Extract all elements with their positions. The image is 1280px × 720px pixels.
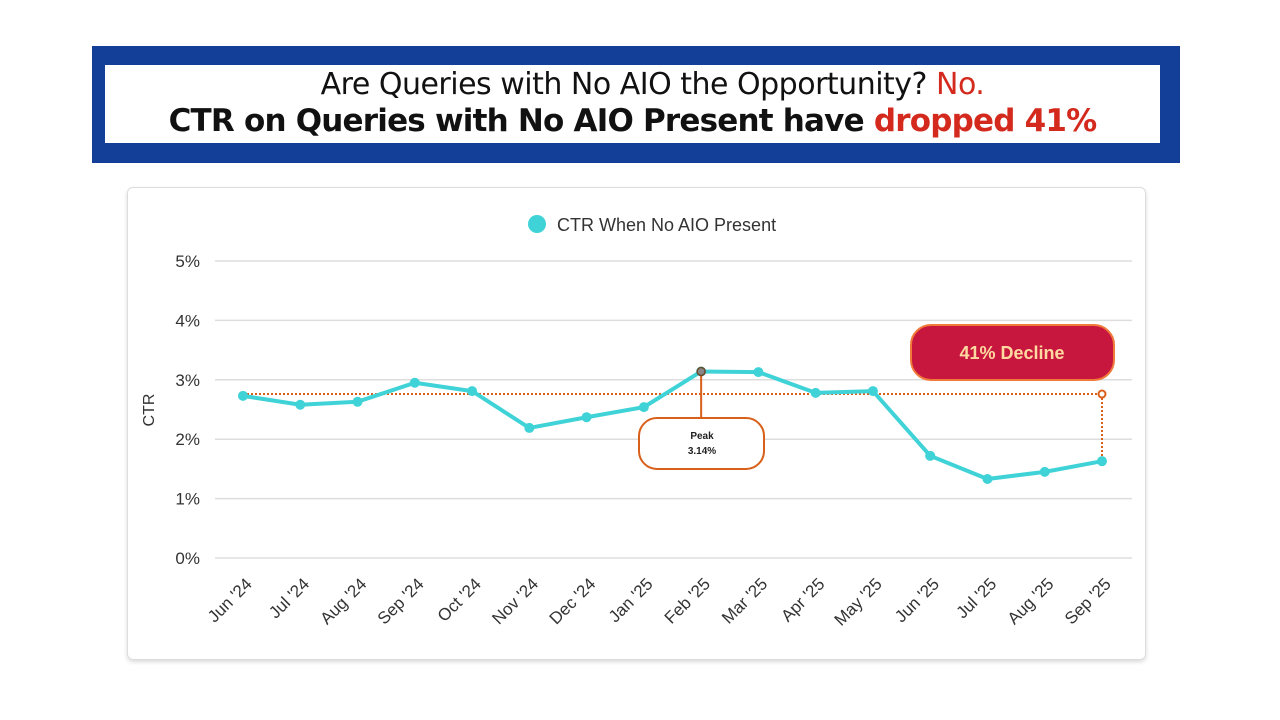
legend: CTR When No AIO Present <box>528 215 776 235</box>
legend-label: CTR When No AIO Present <box>557 215 776 235</box>
data-point <box>524 422 535 433</box>
series-line <box>242 369 1103 481</box>
x-tick-label: Apr '25 <box>777 574 828 625</box>
x-tick-label: Dec '24 <box>546 574 600 628</box>
chart-card <box>127 187 1146 660</box>
title-line-1: Are Queries with No AIO the Opportunity?… <box>320 67 985 102</box>
data-point <box>581 412 592 423</box>
data-point <box>295 399 306 410</box>
decline-badge <box>910 324 1115 381</box>
legend-marker <box>528 215 546 233</box>
peak-value: 3.14% <box>688 446 716 457</box>
x-tick-label: Nov '24 <box>488 574 542 628</box>
y-tick-label: 4% <box>175 311 200 330</box>
x-tick-label: Mar '25 <box>718 574 771 627</box>
decline-label: 41% Decline <box>959 343 1064 363</box>
data-point <box>409 377 420 388</box>
title-banner: Are Queries with No AIO the Opportunity?… <box>92 46 1180 163</box>
y-tick-label: 3% <box>175 371 200 390</box>
peak-callout <box>638 417 765 470</box>
data-point <box>753 367 764 378</box>
data-point <box>925 450 936 461</box>
x-tick-label: Jul '25 <box>952 574 1000 622</box>
x-tick-label: Jan '25 <box>605 574 657 626</box>
title-highlight-1: No. <box>936 67 985 102</box>
data-point <box>467 386 478 397</box>
x-tick-label: Aug '24 <box>317 574 371 628</box>
y-tick-label: 5% <box>175 252 200 271</box>
y-tick-label: 1% <box>175 490 200 509</box>
y-tick-label: 0% <box>175 549 200 568</box>
data-point <box>238 390 248 401</box>
data-point <box>352 396 363 407</box>
x-tick-label: Feb '25 <box>661 574 714 627</box>
data-point <box>638 402 649 413</box>
title-highlight-2: dropped 41% <box>873 103 1097 139</box>
reference-end-marker <box>1097 389 1107 399</box>
data-point <box>867 386 878 397</box>
data-point <box>1039 466 1050 477</box>
x-tick-label: Jul '24 <box>265 574 313 622</box>
data-point <box>1097 456 1107 467</box>
data-point <box>810 387 821 398</box>
x-tick-label: Oct '24 <box>434 574 485 625</box>
title-line-2: CTR on Queries with No AIO Present have … <box>168 103 1098 139</box>
x-tick-label: Jun '24 <box>204 574 256 626</box>
x-tick-label: Sep '25 <box>1061 574 1115 628</box>
peak-label: Peak <box>690 431 714 442</box>
x-tick-label: May '25 <box>831 574 886 629</box>
y-tick-label: 2% <box>175 430 200 449</box>
x-tick-label: Sep '24 <box>374 574 428 628</box>
x-tick-label: Jun '25 <box>891 574 943 626</box>
peak-marker <box>696 366 706 377</box>
y-axis-label: CTR <box>141 394 158 427</box>
x-tick-label: Aug '25 <box>1004 574 1058 628</box>
data-point <box>982 473 993 484</box>
